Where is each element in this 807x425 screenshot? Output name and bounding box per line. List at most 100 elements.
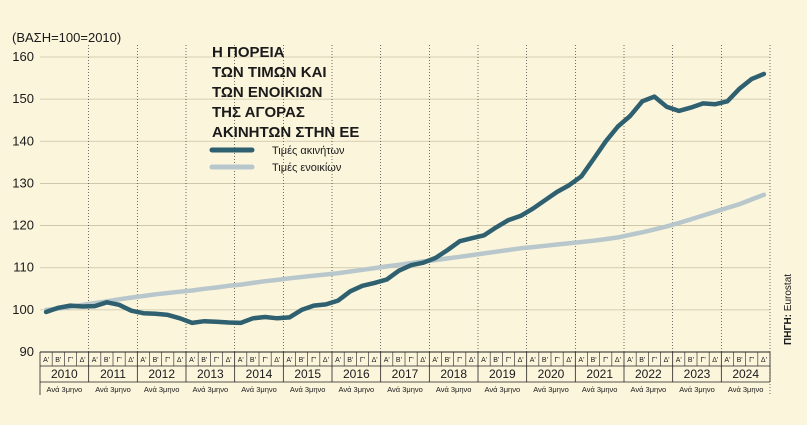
- quarter-label: Β': [299, 357, 305, 364]
- quarter-label: Δ': [226, 357, 232, 364]
- quarter-label: Δ': [274, 357, 280, 364]
- title-line-3: ΤΩΝ ΕΝΟΙΚΙΩΝ: [212, 84, 322, 101]
- period-sublabel: Ανά 3μηνο: [193, 385, 229, 394]
- quarter-label: Β': [737, 357, 743, 364]
- period-sublabel: Ανά 3μηνο: [631, 385, 667, 394]
- quarter-label: Β': [201, 357, 207, 364]
- quarter-label: Β': [153, 357, 159, 364]
- year-label: 2011: [100, 367, 126, 381]
- chart-title: Η ΠΟΡΕΙΑ ΤΩΝ ΤΙΜΩΝ ΚΑΙ ΤΩΝ ΕΝΟΙΚΙΩΝ ΤΗΣ …: [212, 44, 359, 141]
- year-label: 2023: [684, 367, 711, 381]
- y-tick-label: 120: [12, 218, 34, 233]
- period-sublabel: Ανά 3μηνο: [144, 385, 180, 394]
- quarter-label: Α': [238, 357, 244, 364]
- quarter-label: Γ': [652, 357, 657, 364]
- quarter-label: Β': [396, 357, 402, 364]
- source-name: Eurostat: [783, 274, 794, 311]
- quarter-label: Δ': [420, 357, 426, 364]
- quarter-label: Α': [530, 357, 536, 364]
- legend: Τιμές ακινήτων Τιμές ενοικίων: [209, 145, 345, 174]
- quarter-label: Γ': [506, 357, 511, 364]
- quarter-label: Γ': [603, 357, 608, 364]
- quarter-label: Γ': [554, 357, 559, 364]
- quarter-label: Α': [286, 357, 292, 364]
- quarter-label: Δ': [615, 357, 621, 364]
- quarter-label: Α': [578, 357, 584, 364]
- quarter-label: Γ': [68, 357, 73, 364]
- quarter-label: Β': [250, 357, 256, 364]
- quarter-label: Γ': [408, 357, 413, 364]
- quarter-label: Γ': [749, 357, 754, 364]
- quarter-label: Γ': [262, 357, 267, 364]
- quarter-label: Β': [591, 357, 597, 364]
- quarter-label: Δ': [712, 357, 718, 364]
- period-sublabel: Ανά 3μηνο: [47, 385, 83, 394]
- y-tick-label: 100: [12, 302, 34, 317]
- quarter-label: Δ': [518, 357, 524, 364]
- quarter-label: Α': [676, 357, 682, 364]
- quarter-label: Α': [432, 357, 438, 364]
- quarter-label: Β': [347, 357, 353, 364]
- quarter-label: Δ': [372, 357, 378, 364]
- quarter-label: Β': [639, 357, 645, 364]
- quarter-label: Δ': [177, 357, 183, 364]
- quarter-label: Γ': [700, 357, 705, 364]
- y-axis-label: (ΒΑΣΗ=100=2010): [12, 30, 121, 45]
- quarter-label: Α': [43, 357, 49, 364]
- title-line-2: ΤΩΝ ΤΙΜΩΝ ΚΑΙ: [212, 64, 327, 81]
- period-sublabel: Ανά 3μηνο: [533, 385, 569, 394]
- quarter-label: Β': [104, 357, 110, 364]
- quarter-label: Α': [92, 357, 98, 364]
- quarter-label: Γ': [165, 357, 170, 364]
- year-label: 2012: [148, 367, 175, 381]
- quarter-label: Α': [627, 357, 633, 364]
- quarter-label: Β': [445, 357, 451, 364]
- year-label: 2018: [440, 367, 467, 381]
- year-label: 2014: [246, 367, 273, 381]
- quarter-label: Α': [189, 357, 195, 364]
- period-sublabel: Ανά 3μηνο: [95, 385, 131, 394]
- legend-label-prices: Τιμές ακινήτων: [272, 145, 345, 157]
- period-sublabel: Ανά 3μηνο: [241, 385, 277, 394]
- year-label: 2020: [538, 367, 565, 381]
- quarter-label: Γ': [214, 357, 219, 364]
- period-sublabel: Ανά 3μηνο: [679, 385, 715, 394]
- quarter-label: Γ': [360, 357, 365, 364]
- quarter-label: Δ': [664, 357, 670, 364]
- quarter-label: Δ': [761, 357, 767, 364]
- year-label: 2024: [732, 367, 759, 381]
- period-sublabel: Ανά 3μηνο: [387, 385, 423, 394]
- series-layer: [43, 71, 767, 326]
- period-sublabel: Ανά 3μηνο: [436, 385, 472, 394]
- year-label: 2022: [635, 367, 662, 381]
- year-label: 2010: [51, 367, 78, 381]
- series-line-rents: [43, 192, 767, 313]
- period-sublabel: Ανά 3μηνο: [485, 385, 521, 394]
- title-line-1: Η ΠΟΡΕΙΑ: [212, 44, 285, 61]
- quarter-label: Δ': [566, 357, 572, 364]
- year-label: 2015: [294, 367, 321, 381]
- period-sublabel: Ανά 3μηνο: [582, 385, 618, 394]
- quarter-label: Δ': [128, 357, 134, 364]
- y-tick-label: 110: [13, 260, 34, 275]
- quarter-label: Α': [724, 357, 730, 364]
- year-label: 2017: [392, 367, 419, 381]
- grid-layer: [40, 45, 771, 395]
- source-label: ΠΗΓΗ:: [783, 314, 794, 345]
- quarter-label: Α': [384, 357, 390, 364]
- year-label: 2013: [197, 367, 224, 381]
- source-note: ΠΗΓΗ: Eurostat: [783, 274, 794, 345]
- quarter-label: Γ': [116, 357, 121, 364]
- title-line-5: ΑΚΙΝΗΤΩΝ ΣΤΗΝ ΕΕ: [212, 124, 359, 141]
- period-sublabel: Ανά 3μηνο: [339, 385, 375, 394]
- quarter-label: Β': [493, 357, 499, 364]
- quarter-label: Γ': [457, 357, 462, 364]
- y-tick-label: 140: [12, 133, 34, 148]
- quarter-label: Δ': [80, 357, 86, 364]
- legend-label-rents: Τιμές ενοικίων: [272, 162, 342, 174]
- quarter-label: Δ': [469, 357, 475, 364]
- period-sublabel: Ανά 3μηνο: [728, 385, 764, 394]
- series-line-prices: [43, 71, 767, 326]
